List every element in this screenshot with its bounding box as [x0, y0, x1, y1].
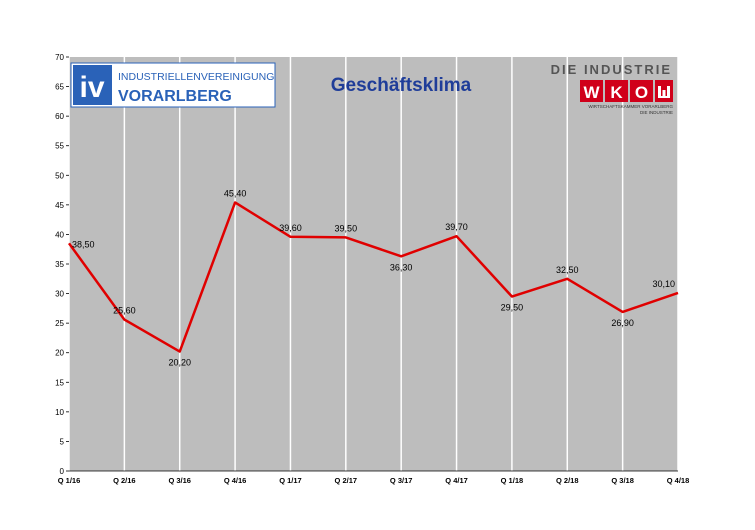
data-label: 39,70 — [445, 222, 468, 232]
x-tick-label: Q 3/18 — [611, 476, 634, 485]
data-label: 30,10 — [652, 279, 675, 289]
wko-sub1: WIRTSCHAFTSKAMMER VORARLBERG — [588, 104, 673, 109]
data-labels: 38,50 25,60 20,20 45,40 39,60 39,50 36,30 39,70… — [72, 188, 675, 367]
iv-line1: INDUSTRIELLENVEREINIGUNG — [118, 71, 274, 83]
data-label: 20,20 — [168, 358, 191, 368]
data-label: 45,40 — [224, 188, 247, 198]
y-tick-label: 45 — [55, 201, 64, 210]
iv-mark: iv — [79, 71, 104, 104]
data-label: 39,60 — [279, 223, 302, 233]
wko-letter-o: O — [635, 83, 648, 102]
x-tick-label: Q 4/18 — [667, 476, 690, 485]
y-tick-label: 0 — [60, 467, 65, 476]
wko-top-text: DIE INDUSTRIE — [551, 62, 672, 77]
y-axis-ticks: 0 5 10 15 20 25 30 35 40 45 50 55 60 65 70 — [55, 53, 69, 476]
y-tick-label: 15 — [55, 378, 64, 387]
iv-line2: VORARLBERG — [118, 88, 232, 105]
wko-logo: DIE INDUSTRIE W K O WIRTSCHAFTSKAMMER VO… — [551, 62, 674, 115]
y-tick-label: 65 — [55, 83, 64, 92]
y-tick-label: 30 — [55, 290, 64, 299]
y-tick-label: 55 — [55, 142, 64, 151]
y-tick-label: 35 — [55, 260, 64, 269]
y-tick-label: 5 — [60, 437, 65, 446]
gridlines — [68, 57, 679, 471]
x-tick-label: Q 3/17 — [390, 476, 413, 485]
x-tick-label: Q 3/16 — [168, 476, 191, 485]
wko-castle-icon — [658, 86, 670, 98]
data-label: 39,50 — [335, 223, 358, 233]
x-tick-label: Q 2/16 — [113, 476, 136, 485]
y-tick-label: 40 — [55, 230, 64, 239]
data-label: 36,30 — [390, 262, 413, 272]
x-tick-label: Q 4/16 — [224, 476, 247, 485]
x-axis-ticks: Q 1/16 Q 2/16 Q 3/16 Q 4/16 Q 1/17 Q 2/17 Q 3/… — [58, 476, 690, 485]
y-tick-label: 60 — [55, 112, 64, 121]
iv-logo: iv INDUSTRIELLENVEREINIGUNG VORARLBERG — [70, 62, 276, 108]
x-tick-label: Q 1/17 — [279, 476, 302, 485]
x-tick-label: Q 1/16 — [58, 476, 81, 485]
chart-title: Geschäftsklima — [331, 75, 472, 96]
x-tick-label: Q 2/18 — [556, 476, 579, 485]
wko-letter-w: W — [583, 83, 600, 102]
data-label: 32,50 — [556, 265, 579, 275]
y-tick-label: 20 — [55, 349, 64, 358]
data-label: 26,90 — [611, 318, 634, 328]
y-tick-label: 70 — [55, 53, 64, 62]
data-label: 25,60 — [113, 306, 136, 316]
data-label: 29,50 — [501, 303, 524, 313]
series-line — [67, 201, 679, 353]
x-tick-label: Q 1/18 — [501, 476, 524, 485]
wko-sub2: DIE INDUSTRIE — [640, 110, 673, 115]
x-tick-label: Q 2/17 — [335, 476, 358, 485]
wko-letter-k: K — [610, 83, 623, 102]
y-tick-label: 50 — [55, 171, 64, 180]
x-tick-label: Q 4/17 — [445, 476, 468, 485]
y-tick-label: 10 — [55, 408, 64, 417]
y-tick-label: 25 — [55, 319, 64, 328]
data-label: 38,50 — [72, 239, 95, 249]
plot-area — [69, 57, 678, 471]
